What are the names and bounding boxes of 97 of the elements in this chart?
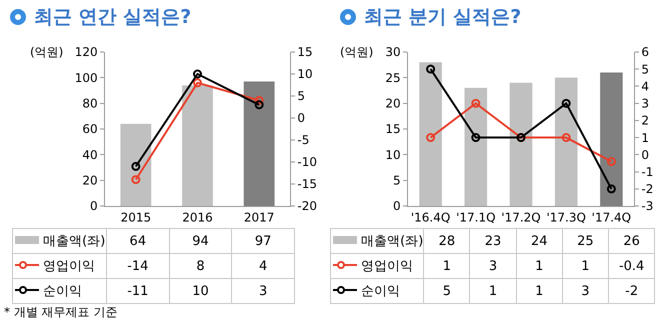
y-tick-label: 20 [385,96,401,111]
legend-label: 영업이익 [360,259,414,274]
data-label: 1 [470,278,516,304]
y2-tick-label: -5 [297,133,310,148]
y2-tick-label: 5 [297,89,306,104]
point [254,100,264,110]
x-tick-label: 2015 [120,210,152,224]
y-tick-label: 30 [385,45,401,60]
data-label: -14 [106,254,170,278]
data-label: 28 [424,228,470,254]
y2-tick-label: -2 [641,182,654,196]
data-label: 1 [562,254,609,278]
y2-tick-label: -3 [641,199,654,214]
y-tick-label: 100 [74,70,98,85]
data-label: 3 [470,254,516,278]
y2-tick-label: 10 [297,67,313,82]
y2-tick-label: 6 [641,45,650,60]
y2-tick-label: 5 [641,62,650,76]
y2-tick-label: -10 [297,155,318,170]
bar [464,88,488,206]
x-tick-label: '17.1Q [456,210,496,224]
data-label: -0.4 [608,254,655,278]
y2-tick-label: 4 [641,79,650,94]
data-label: 1 [516,278,562,304]
bar [510,82,532,206]
y2-tick-label: 15 [297,45,313,60]
point [426,133,436,142]
x-tick-label: '17.2Q [501,210,541,224]
bar [554,78,578,206]
y-tick-label: 80 [82,96,98,111]
y2-tick-label: 0 [641,148,650,162]
y2-tick-label: 3 [641,96,650,111]
point [562,133,571,142]
chart-title: 최근 연간 실적은? [34,5,192,30]
legend-label: 영업이익 [42,259,96,274]
chart-title: 최근 분기 실적은? [364,5,522,30]
y2-tick-label: -20 [297,199,318,214]
y2-tick-label: 1 [641,130,650,145]
point [471,98,480,108]
data-label: 97 [232,228,294,254]
data-label: 24 [516,228,562,254]
y-tick-label: 15 [385,122,401,136]
bar [120,124,152,206]
data-label: 23 [470,228,516,254]
bar [600,72,623,206]
data-label: 3 [232,278,294,304]
data-label: -2 [608,278,655,304]
point [193,70,202,78]
data-label: 5 [424,278,470,304]
point [606,157,616,166]
data-label: 64 [106,228,170,254]
y-tick-label: 20 [82,174,98,188]
legend-label: 매출액(좌) [42,234,106,249]
point [562,98,571,108]
y-tick-label: 40 [82,148,98,162]
legend-label: 순이익 [42,284,82,299]
legend-label: 순이익 [360,284,400,299]
y2-tick-label: 2 [641,114,650,128]
point [131,162,140,171]
y-tick-label: 120 [74,45,98,60]
point [131,175,140,184]
text: * 개별 재무제표 기준 [4,304,118,321]
y-axis-title: (억원) [340,45,374,59]
y-tick-label: 25 [385,70,401,85]
data-label: 94 [169,228,232,254]
point [471,133,480,142]
x-tick-label: 2016 [182,210,213,224]
point [606,184,616,194]
x-tick-label: '16.4Q [410,210,450,224]
x-tick-label: '17.4Q [592,210,632,224]
data-label: 8 [169,254,232,278]
data-label: 10 [169,278,232,304]
point [254,96,264,105]
y-tick-label: 60 [82,122,98,136]
data-label: 25 [562,228,609,254]
bar [182,85,213,206]
legend-label: 매출액(좌) [360,234,424,249]
bar [244,82,275,206]
x-tick-label: 2017 [244,210,274,224]
point [426,64,436,74]
data-label: 4 [232,254,294,278]
data-label: 1 [424,254,470,278]
x-tick-label: '17.3Q [546,210,586,224]
bar [419,62,442,206]
y2-tick-label: -1 [641,164,654,179]
y-tick-label: 10 [385,148,401,162]
data-label: 1 [516,254,562,278]
data-label: 26 [608,228,655,254]
y-tick-label: 0 [90,199,98,214]
y-tick-label: 0 [392,199,401,214]
y-axis-title: (억원) [30,45,64,59]
y2-tick-label: -15 [297,177,318,192]
data-label: 3 [562,278,609,304]
point [193,78,202,88]
y-tick-label: 5 [392,174,401,188]
data-label: -11 [106,278,170,304]
y2-tick-label: 0 [297,111,306,126]
